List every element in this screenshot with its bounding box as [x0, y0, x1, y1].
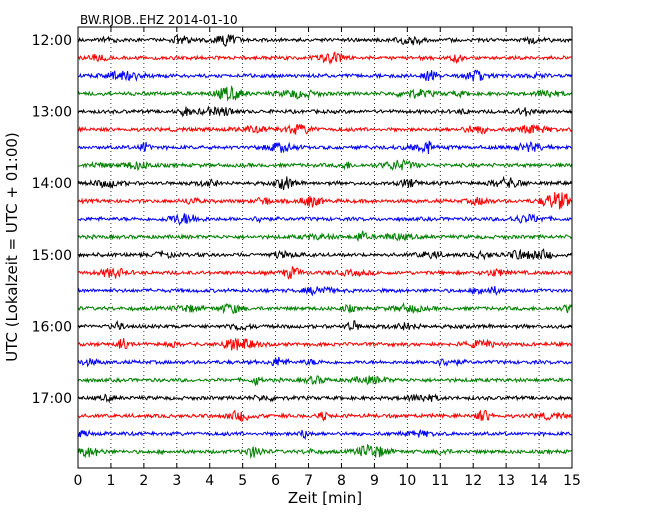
- trace-1700: [77, 393, 572, 404]
- x-tick-label: 7: [304, 473, 313, 489]
- chart-title: BW.RJOB..EHZ 2014-01-10: [80, 13, 238, 27]
- trace-1730: [77, 428, 572, 441]
- trace-1430: [77, 213, 572, 226]
- x-tick-label: 14: [530, 473, 548, 489]
- trace-1300: [77, 105, 572, 118]
- x-tick-label: 11: [431, 473, 449, 489]
- trace-1715: [77, 409, 572, 423]
- trace-1545: [77, 302, 573, 315]
- trace-1600: [77, 320, 573, 332]
- x-tick-label: 15: [563, 473, 581, 489]
- trace-1645: [77, 375, 572, 387]
- x-tick-label: 4: [205, 473, 214, 489]
- y-tick-label: 15:00: [32, 248, 72, 264]
- trace-1445: [77, 230, 572, 243]
- trace-1400: [77, 175, 572, 191]
- trace-1230: [77, 69, 573, 83]
- trace-1615: [77, 337, 572, 351]
- y-tick-label: 14:00: [32, 176, 72, 192]
- x-tick-label: 12: [464, 473, 482, 489]
- trace-1245: [77, 84, 573, 102]
- x-tick-label: 5: [238, 473, 247, 489]
- grid-lines: [110, 27, 540, 468]
- trace-1515: [77, 265, 572, 280]
- x-tick-label: 6: [271, 473, 280, 489]
- y-axis-label: UTC (Lokalzeit = UTC + 01:00): [3, 132, 21, 362]
- trace-1630: [77, 356, 572, 368]
- trace-1215: [77, 51, 572, 66]
- trace-1200: [77, 33, 572, 47]
- plot-frame: [77, 26, 573, 469]
- trace-1415: [77, 192, 573, 210]
- x-tick-label: 9: [370, 473, 379, 489]
- axis-ticks: 0 1 2 3 4 5 6 7 8 9 10 11 12 13 14 1512:0013:0014:0015:…: [32, 27, 581, 489]
- x-tick-label: 8: [337, 473, 346, 489]
- y-tick-label: 13:00: [32, 105, 72, 121]
- y-tick-label: 12:00: [32, 33, 72, 49]
- x-tick-label: 0: [74, 473, 83, 489]
- trace-series: [77, 33, 573, 460]
- trace-1345: [77, 158, 573, 172]
- trace-1500: [77, 248, 572, 261]
- trace-1315: [77, 123, 572, 135]
- y-tick-label: 16:00: [32, 319, 72, 335]
- y-tick-label: 17:00: [32, 391, 72, 407]
- x-tick-label: 1: [106, 473, 115, 489]
- x-tick-label: 13: [497, 473, 515, 489]
- trace-1745: [77, 443, 572, 460]
- x-tick-label: 10: [398, 473, 416, 489]
- x-axis-label: Zeit [min]: [288, 489, 362, 507]
- trace-1530: [77, 286, 572, 297]
- x-tick-label: 3: [172, 473, 181, 489]
- x-tick-label: 2: [139, 473, 148, 489]
- trace-1330: [77, 140, 572, 155]
